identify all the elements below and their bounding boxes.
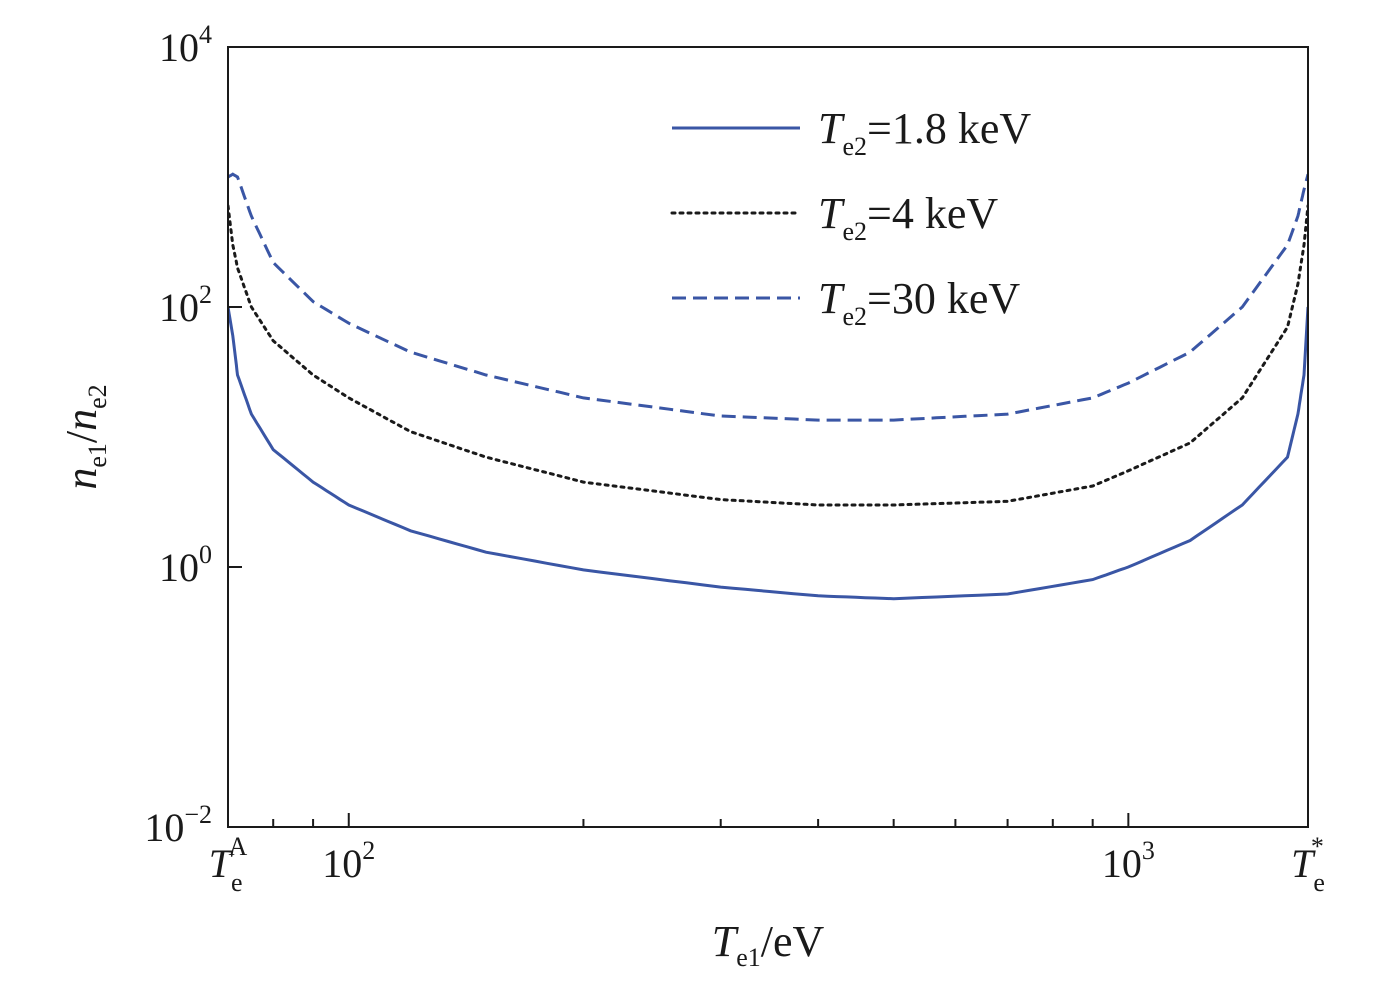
x-tick-label: 103	[1102, 836, 1155, 886]
axis-ticks	[228, 46, 1130, 828]
tick-labels: 10−2 100 102 104 TeA 102 103 Te*	[144, 20, 1325, 897]
x-tick-label: 102	[322, 836, 375, 886]
series-line-3	[228, 172, 1308, 422]
y-axis-label: ne1/ne2	[57, 384, 112, 489]
y-tick-label: 104	[159, 20, 212, 70]
y-tick-label: 10−2	[144, 800, 212, 850]
legend-label-1: Te2=1.8 keV	[818, 104, 1031, 161]
legend-label-2: Te2=4 keV	[818, 189, 998, 246]
x-tick-label: TeA	[209, 832, 248, 897]
series-line-2	[228, 204, 1308, 507]
y-tick-label: 100	[159, 540, 212, 590]
legend-label-3: Te2=30 keV	[818, 274, 1020, 331]
y-tick-label: 102	[159, 280, 212, 330]
series-lines	[228, 172, 1308, 601]
series-line-1	[228, 306, 1308, 601]
x-axis-label: Te1/eV	[712, 917, 825, 972]
x-tick-label: Te*	[1291, 832, 1325, 897]
plot-frame	[227, 46, 1309, 828]
legend: Te2=1.8 keV Te2=4 keV Te2=30 keV	[670, 104, 1031, 331]
